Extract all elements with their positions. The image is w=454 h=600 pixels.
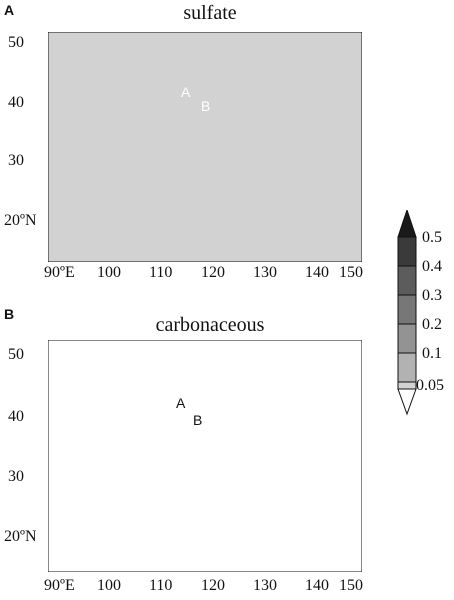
panel-b-site-a: A <box>176 395 186 411</box>
colorbar-label: 0.2 <box>422 316 442 333</box>
panel-a-y-tick: 20ºN <box>4 212 37 229</box>
panel-a-y-tick: 30 <box>8 152 24 169</box>
colorbar-bin-0 <box>397 210 417 238</box>
panel-a-x-tick: 110 <box>149 264 173 281</box>
panel-a-x-tick: 140 <box>305 264 329 281</box>
panel-a-y-tick: 50 <box>8 34 24 51</box>
panel-b-y-tick: 30 <box>8 468 24 485</box>
panel-a-x-tick: 120 <box>201 264 225 281</box>
panel-a-x-tick: 100 <box>97 264 121 281</box>
colorbar-label: 0.5 <box>422 229 442 246</box>
panel-b-title: carbonaceous <box>155 314 265 336</box>
panel-a-x-tick: 90ºE <box>44 264 75 281</box>
panel-a-title: sulfate <box>183 2 237 24</box>
colorbar-bin-5 <box>397 352 417 383</box>
panel-b-x-tick: 150 <box>339 577 363 594</box>
colorbar <box>397 210 417 416</box>
colorbar-label: 0.4 <box>422 258 442 275</box>
panel-a-y-tick: 40 <box>8 94 24 111</box>
panel-b-x-tick: 140 <box>305 577 329 594</box>
colorbar-bin-2 <box>397 265 417 296</box>
colorbar-bin-7 <box>397 388 417 416</box>
panel-a-x-tick: 150 <box>339 264 363 281</box>
panel-b-x-tick: 130 <box>253 577 277 594</box>
panel-b-site-b: B <box>193 412 203 428</box>
panel-a-site-a: A <box>181 84 191 100</box>
panel-b-x-tick: 90ºE <box>44 577 75 594</box>
panel-a-site-b: B <box>201 98 211 114</box>
panel-b-y-tick: 20ºN <box>4 528 37 545</box>
colorbar-label: 0.3 <box>422 287 442 304</box>
panel-b-y-tick: 40 <box>8 408 24 425</box>
colorbar-bin-3 <box>397 294 417 325</box>
panel-b-y-tick: 50 <box>8 346 24 363</box>
colorbar-bin-4 <box>397 323 417 354</box>
colorbar-bin-1 <box>397 236 417 267</box>
panel-b-x-tick: 100 <box>97 577 121 594</box>
panel-b-x-tick: 110 <box>149 577 173 594</box>
colorbar-label: 0.1 <box>422 345 442 362</box>
panel-b-letter: B <box>4 306 15 322</box>
panel-b-x-tick: 120 <box>201 577 225 594</box>
colorbar-bin-6 <box>397 381 417 390</box>
panel-a-map <box>48 32 362 262</box>
panel-a-letter: A <box>4 2 15 18</box>
panel-a-x-tick: 130 <box>253 264 277 281</box>
panel-b-map <box>48 340 362 572</box>
colorbar-label: 0.05 <box>416 377 444 394</box>
